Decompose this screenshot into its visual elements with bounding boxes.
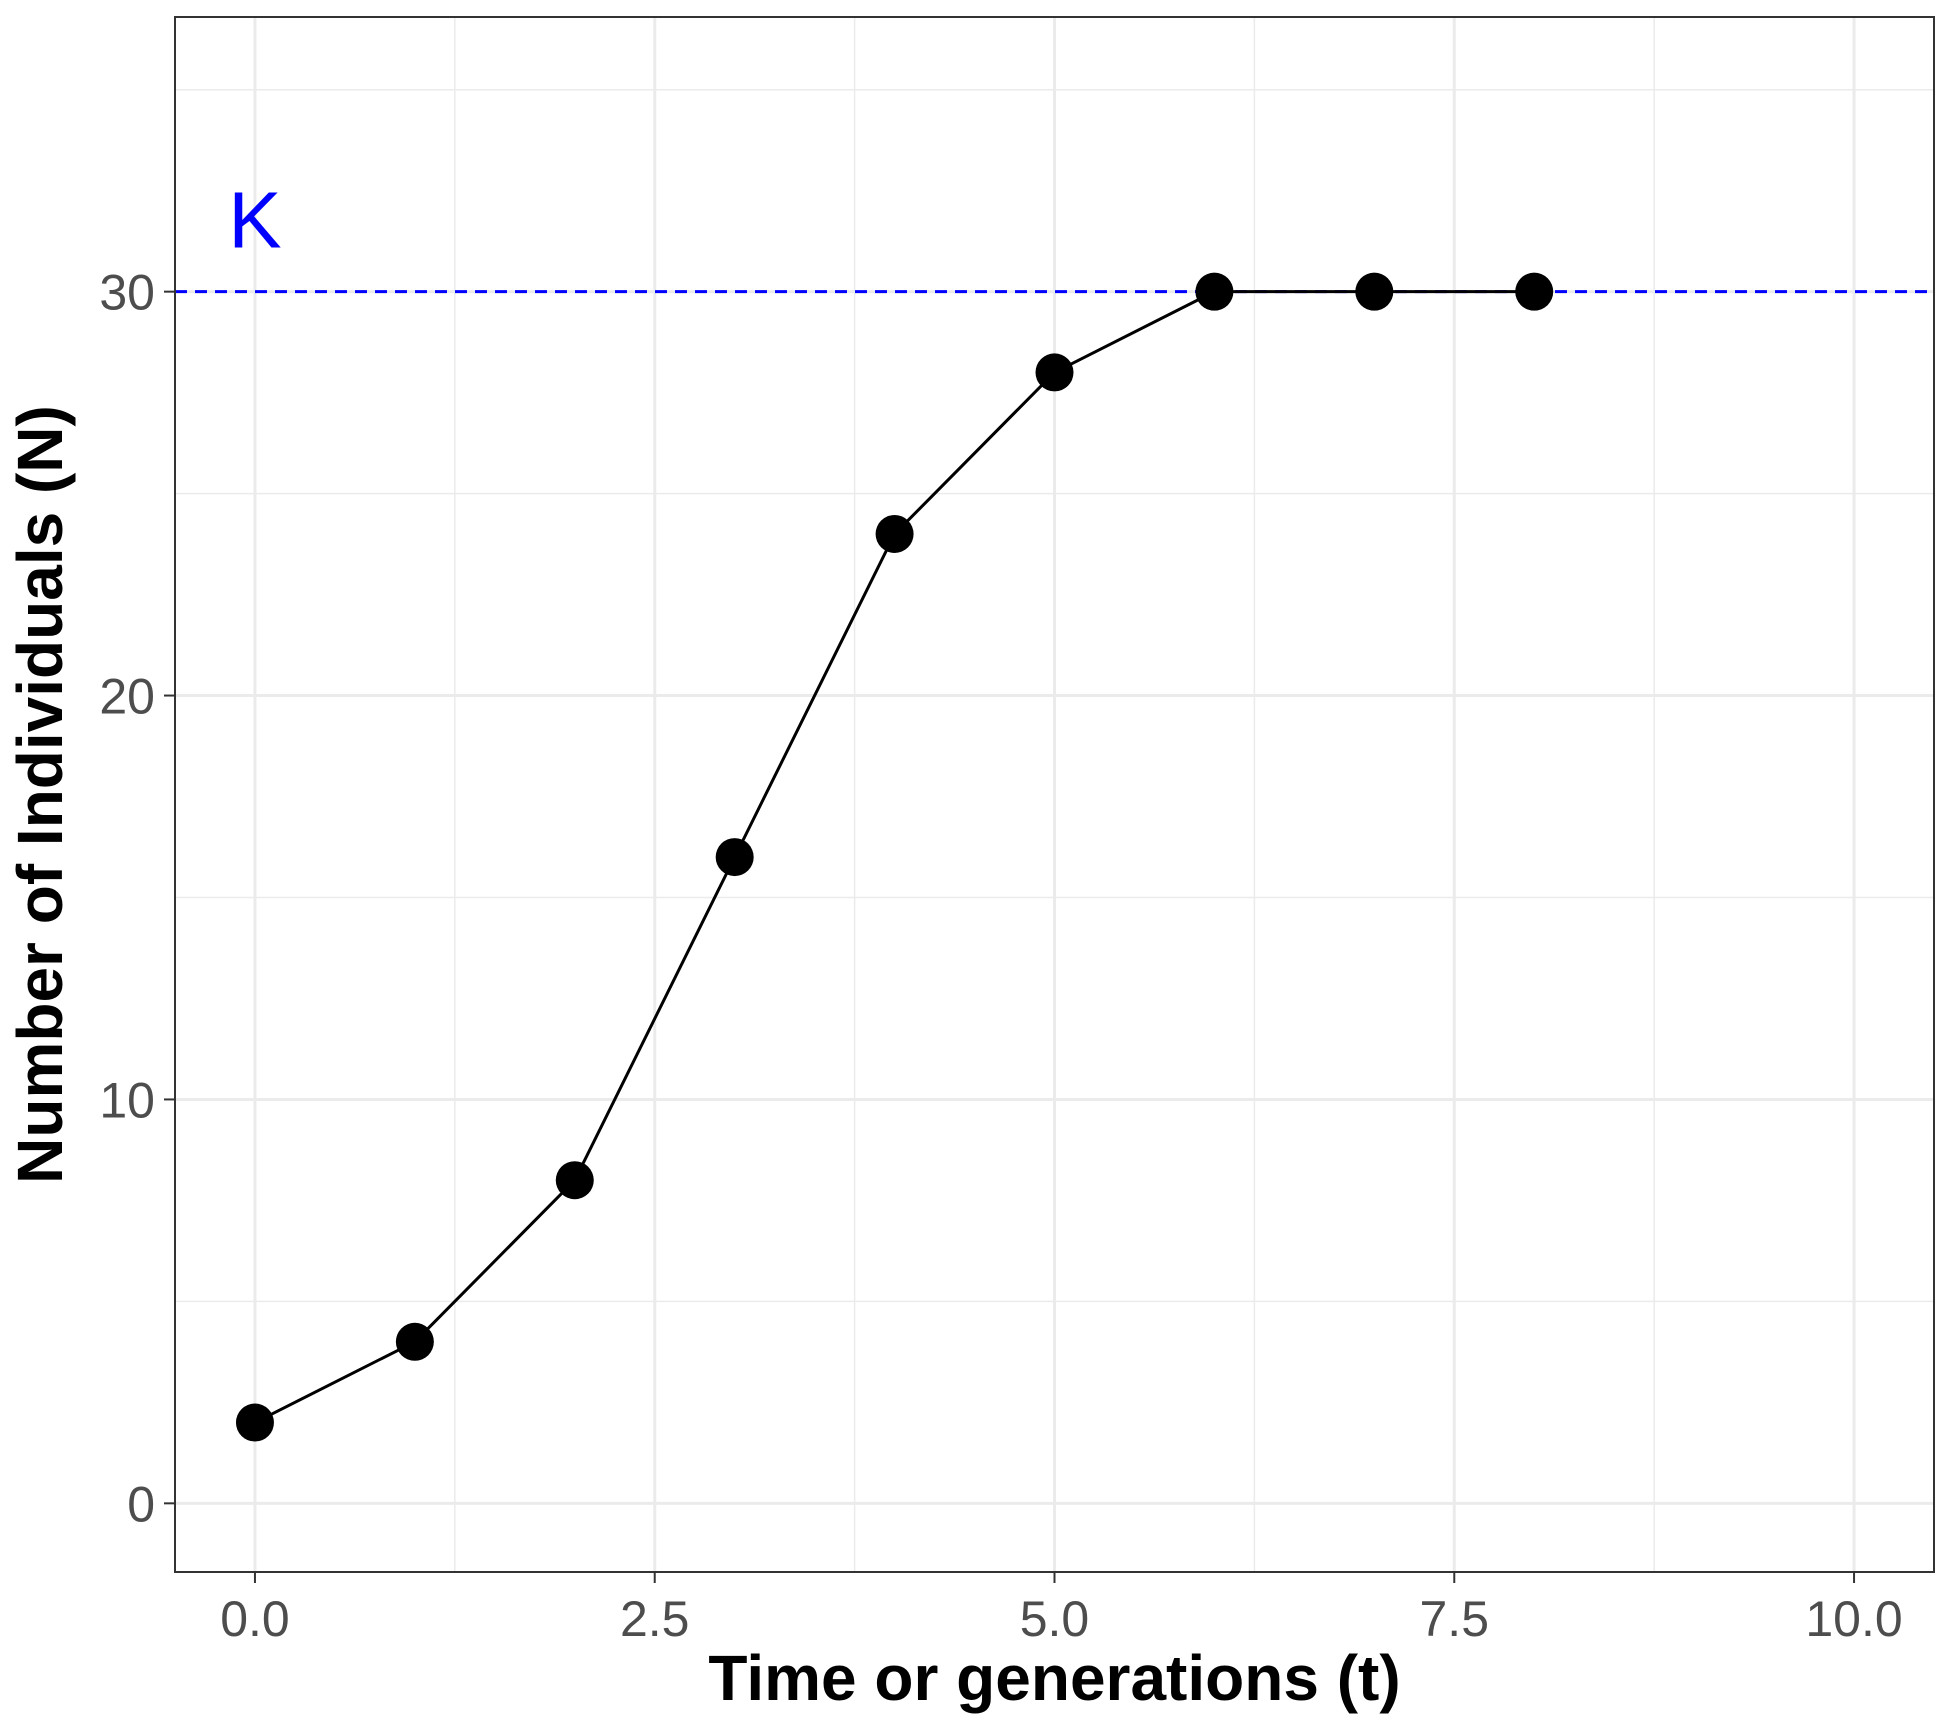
x-axis-title: Time or generations (t): [708, 1642, 1400, 1714]
k-label: K: [228, 176, 281, 265]
tick-labels: 0.0 2.5 5.0 7.5 10.0 0 10 20 30: [99, 265, 1902, 1647]
y-tick-label: 20: [99, 669, 155, 725]
data-point: [1195, 272, 1234, 311]
x-tick-label: 7.5: [1420, 1591, 1490, 1647]
y-tick-label: 0: [127, 1476, 155, 1532]
data-point: [875, 514, 914, 553]
major-gridlines: [175, 17, 1934, 1572]
data-point: [235, 1403, 274, 1442]
data-point: [395, 1322, 434, 1361]
x-tick-label: 5.0: [1020, 1591, 1090, 1647]
x-tick-label: 0.0: [220, 1591, 290, 1647]
x-tick-label: 2.5: [620, 1591, 690, 1647]
data-point: [1035, 353, 1074, 392]
data-point: [715, 838, 754, 877]
y-tick-label: 10: [99, 1072, 155, 1128]
x-tick-label: 10.0: [1805, 1591, 1902, 1647]
y-tick-label: 30: [99, 265, 155, 321]
data-point: [1355, 272, 1394, 311]
axis-ticks: [164, 290, 1856, 1583]
data-point: [1515, 272, 1554, 311]
series-group: [235, 272, 1554, 1442]
y-axis-title: Number of Individuals (N): [4, 405, 76, 1184]
data-point: [555, 1161, 594, 1200]
